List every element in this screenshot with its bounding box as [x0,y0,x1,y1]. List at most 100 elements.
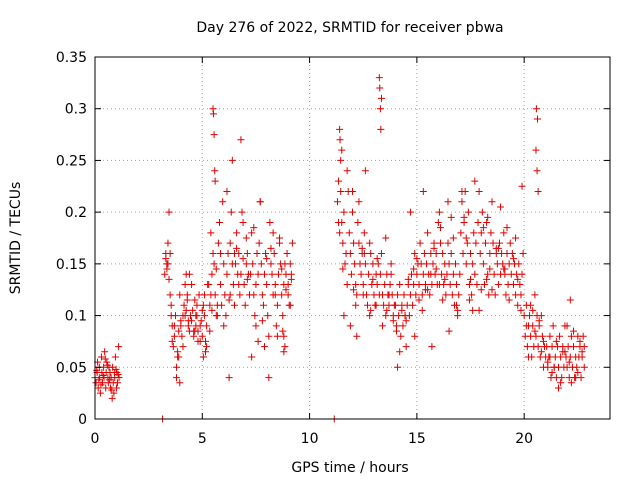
data-point [355,239,363,247]
data-point [383,306,391,314]
data-point [516,281,524,289]
data-point [336,136,344,144]
x-tick-labels: 0 5 10 15 20 [91,431,534,447]
data-point [442,291,450,299]
data-point [418,306,426,314]
data-point [248,229,256,237]
data-point [473,281,481,289]
data-point [181,281,189,289]
data-point [478,208,486,216]
data-point [274,270,282,278]
x-axis-label: GPS time / hours [291,460,408,476]
x-tick-label: 20 [515,431,533,447]
x-tick-label: 15 [408,431,426,447]
data-point [203,322,211,330]
data-point [488,198,496,206]
data-point [170,332,178,340]
data-point [538,332,546,340]
data-point [263,281,271,289]
data-point [537,348,545,356]
data-point [212,265,220,273]
data-point [529,322,537,330]
data-point [251,312,259,320]
data-point [444,239,452,247]
data-point [369,275,377,283]
data-point [264,312,272,320]
data-point [458,198,466,206]
data-point [354,218,362,226]
data-point [352,301,360,309]
data-point [372,301,380,309]
data-point [534,187,542,195]
data-point [579,332,587,340]
data-point [337,187,345,195]
data-point [359,281,367,289]
data-point [353,291,361,299]
data-point [401,312,409,320]
data-point [552,337,560,345]
data-point [357,270,365,278]
y-tick-label: 0.25 [56,153,87,169]
data-point [436,239,444,247]
data-point [508,250,516,258]
data-point [366,312,374,320]
data-point [397,332,405,340]
data-point [449,234,457,242]
data-point [174,348,182,356]
data-point [226,239,234,247]
data-point [196,322,204,330]
data-point [480,281,488,289]
data-point [103,358,111,366]
data-point [566,296,574,304]
data-point [178,332,186,340]
data-point [176,291,184,299]
data-point [412,291,420,299]
data-point [115,343,123,351]
data-point [198,332,206,340]
data-point [435,281,443,289]
data-point [181,312,189,320]
data-point [558,374,566,382]
data-point [457,229,465,237]
data-point [114,371,122,379]
data-point [191,296,199,304]
data-point [522,322,530,330]
data-point [518,270,526,278]
data-point [346,322,354,330]
data-point [445,260,453,268]
data-point [490,270,498,278]
data-point [519,250,527,258]
data-point [242,260,250,268]
data-point [353,332,361,340]
data-point [213,312,221,320]
data-point [486,250,494,258]
data-point [563,322,571,330]
data-point [476,250,484,258]
data-point [232,260,240,268]
data-point [524,353,532,361]
data-point [514,275,522,283]
x-tick-label: 5 [198,431,207,447]
data-point [268,270,276,278]
data-point [200,312,208,320]
data-point [361,167,369,175]
data-point [239,255,247,263]
data-point [114,379,122,387]
data-point [205,281,213,289]
data-point [567,379,575,387]
data-point [409,301,417,309]
data-point [488,286,496,294]
data-point [257,260,265,268]
data-point [411,332,419,340]
data-point [360,229,368,237]
data-point [546,332,554,340]
data-point [573,363,581,371]
data-point [266,218,274,226]
data-point [377,125,385,133]
data-point [402,317,410,325]
data-point [555,384,562,392]
data-point [237,136,245,144]
data-point [484,270,492,278]
y-tick-label: 0.35 [56,50,87,66]
data-point [389,317,397,325]
